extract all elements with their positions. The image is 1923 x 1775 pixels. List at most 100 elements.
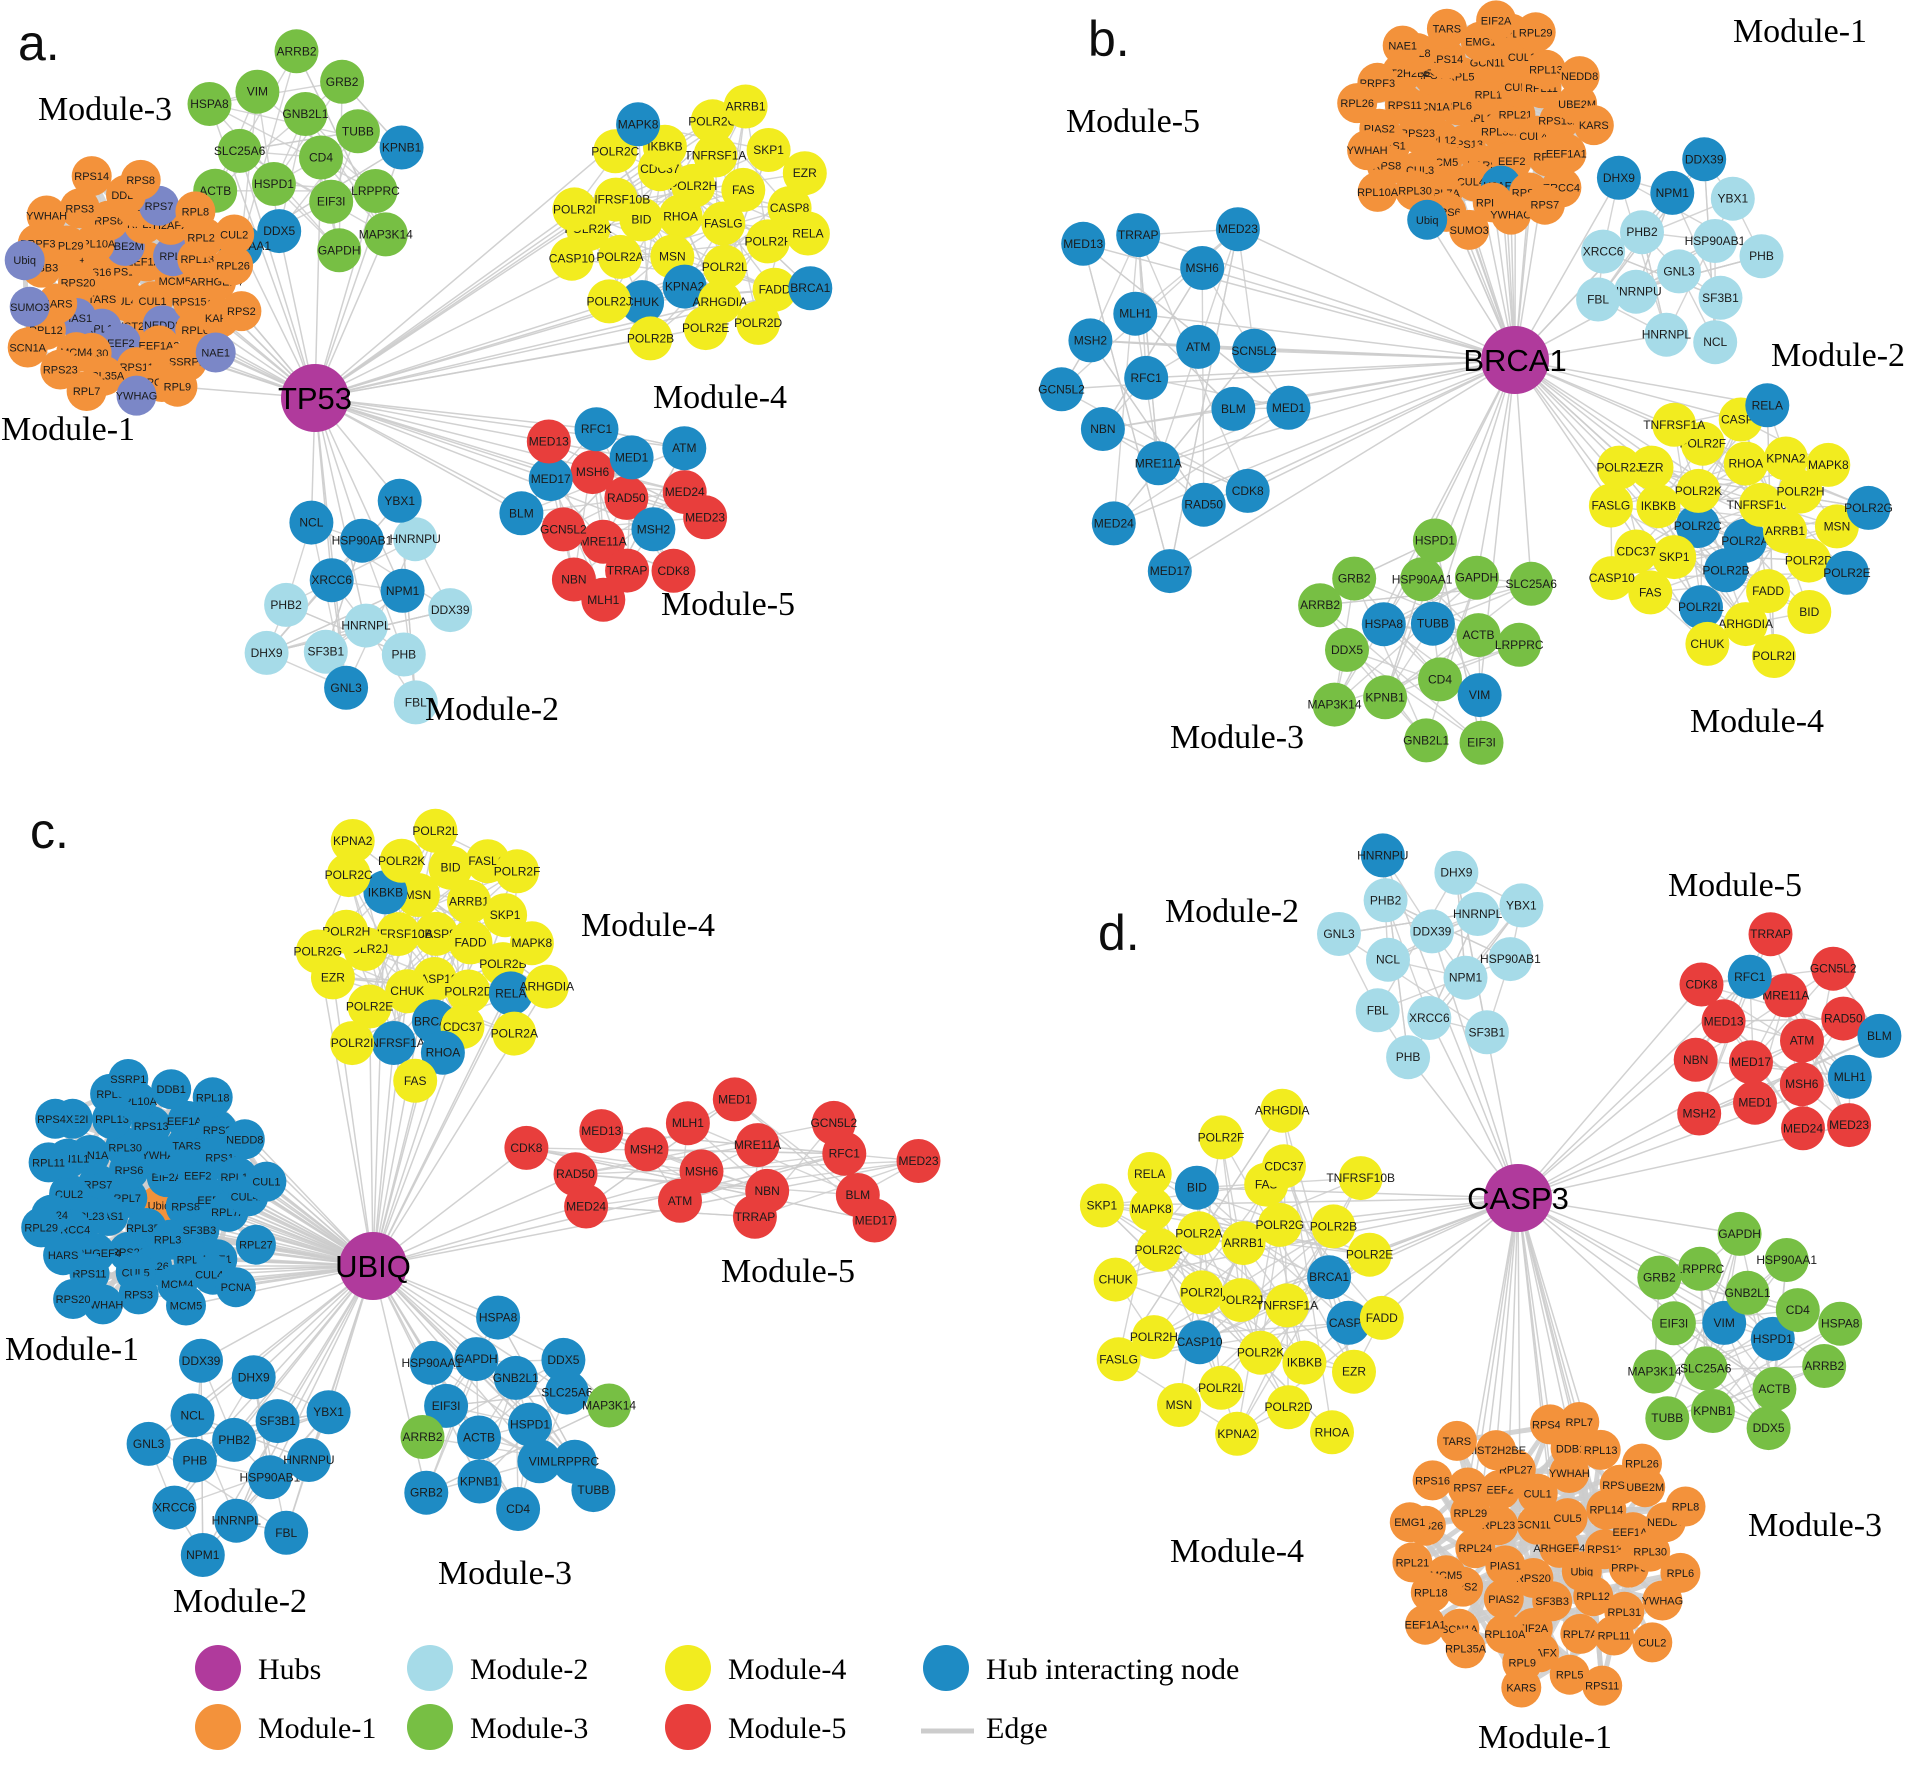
node-label: FASLG: [1099, 1352, 1138, 1366]
node-label: MAP3K14: [1307, 698, 1361, 712]
node-label: MSH6: [1186, 261, 1220, 275]
node-CHUK: [620, 280, 665, 325]
node-KPNA2: [1763, 436, 1808, 481]
node-YBX1: [1499, 883, 1544, 928]
node-label: ATM: [1790, 1034, 1814, 1048]
module-label-a-module-2: Module-2: [425, 691, 559, 728]
node-EIF3I: [309, 179, 354, 224]
node-TNFRSF1A: [1265, 1283, 1310, 1328]
node-label: ARRB2: [276, 44, 316, 58]
node-MED17: [852, 1198, 897, 1243]
legend-label: Hubs: [258, 1653, 321, 1686]
node-label: POLR2D: [444, 985, 492, 999]
node-label: RPL11: [32, 1157, 65, 1169]
node-label: RPL13: [95, 1114, 129, 1126]
node-label: RPL8: [182, 206, 210, 218]
node-label: RFC1: [1131, 371, 1163, 385]
node-label: GNB2L1: [282, 107, 328, 121]
node-ARRB1: [1221, 1221, 1266, 1266]
node-CASP10: [1177, 1320, 1222, 1365]
edge-line: [1089, 339, 1205, 506]
panel-letter-d: d.: [1098, 905, 1140, 961]
node-POLR2K: [379, 838, 424, 883]
hub-edge-line: [1157, 359, 1516, 465]
hub-edge-line: [314, 397, 404, 592]
node-MED24: [1781, 1106, 1825, 1151]
node-label: RPS11: [72, 1269, 106, 1281]
node-GNB2L1: [1725, 1270, 1770, 1315]
node-RPL7: [1559, 1402, 1600, 1442]
node-label: FADD: [1752, 584, 1784, 598]
legend-swatch-module-5: [665, 1704, 711, 1750]
node-GNB2L1: [493, 1355, 538, 1400]
node-label: HSP90AB1: [1480, 952, 1541, 966]
node-label: RPS8: [171, 1201, 200, 1213]
legend-swatch-hub-interacting-node: [923, 1645, 969, 1691]
module-label-c-module-4: Module-4: [581, 907, 715, 944]
node-label: ARRB2: [1804, 1359, 1844, 1373]
node-POLR2D: [736, 300, 781, 345]
node-RPL18: [1410, 1572, 1451, 1613]
node-RELA: [1127, 1152, 1172, 1196]
node-label: KPNA2: [1766, 452, 1806, 466]
node-label: GCN5L2: [540, 522, 587, 536]
node-CDK8: [1679, 962, 1724, 1007]
hub-edge-line: [1382, 854, 1519, 1199]
node-label: RPS8: [126, 175, 155, 187]
node-label: NEDD8: [226, 1134, 263, 1146]
hub-edge-line: [372, 1042, 395, 1267]
edge-line: [304, 113, 387, 236]
node-POLR2F: [745, 219, 790, 264]
node-label: RPS2: [227, 306, 256, 318]
node-label: EIF2A: [1518, 1623, 1549, 1635]
node-label: SKP1: [1087, 1199, 1118, 1213]
node-TUBB: [335, 109, 380, 154]
node-YWHAH: [1347, 130, 1388, 171]
panel-letter-b: b.: [1088, 11, 1130, 67]
edge-line: [1353, 577, 1427, 742]
node-CASP8: [414, 911, 459, 956]
node-HNRNPU: [1360, 833, 1405, 878]
node-EZR: [782, 151, 827, 196]
node-FBL: [264, 1510, 309, 1555]
node-label: GNL3: [133, 1437, 165, 1451]
node-label: MRE11A: [1762, 988, 1809, 1002]
node-label: HNRNPL: [341, 619, 391, 633]
node-label: SLC25A6: [214, 144, 266, 158]
node-label: TNFRSF1A: [1643, 418, 1705, 432]
node-label: CD4: [1428, 672, 1452, 686]
node-BLM: [1857, 1013, 1902, 1058]
node-label: POLR2D: [734, 316, 782, 330]
edge-line: [1338, 933, 1488, 1034]
node-label: RPL13: [1529, 65, 1563, 77]
node-RPL26: [1622, 1443, 1662, 1484]
node-label: POLR2A: [1721, 534, 1768, 548]
node-POLR2J: [587, 279, 632, 324]
node-EZR: [1332, 1349, 1376, 1394]
node-label: GRB2: [1338, 572, 1371, 586]
node-label: KPNB1: [460, 1475, 500, 1489]
node-label: MED24: [1094, 516, 1134, 530]
node-FASLG: [1096, 1337, 1141, 1382]
hub-edge-line: [372, 914, 506, 1267]
node-POLR2C: [1675, 504, 1720, 549]
node-XRCC6: [309, 558, 354, 603]
node-label: RPS7: [1531, 200, 1560, 212]
node-label: TRRAP: [607, 564, 648, 578]
node-label: TRRAP: [1750, 927, 1791, 941]
node-label: VIM: [529, 1454, 550, 1468]
node-label: RAD50: [556, 1167, 595, 1181]
node-NAE1: [1382, 25, 1423, 66]
node-FBL: [1576, 277, 1621, 322]
node-POLR2A: [1176, 1211, 1221, 1256]
legend-label: Module-1: [258, 1712, 376, 1745]
node-label: KPNB1: [1693, 1404, 1733, 1418]
edge-line: [1694, 933, 1772, 1061]
node-RPS11: [1384, 84, 1425, 125]
node-label: RHOA: [1728, 457, 1763, 471]
node-label: ARHGDIA: [1718, 617, 1773, 631]
node-label: HSPD1: [510, 1418, 550, 1432]
node-label: ARHGDIA: [519, 980, 574, 994]
node-label: EZR: [1640, 461, 1664, 475]
node-label: NAE1: [1388, 41, 1417, 53]
